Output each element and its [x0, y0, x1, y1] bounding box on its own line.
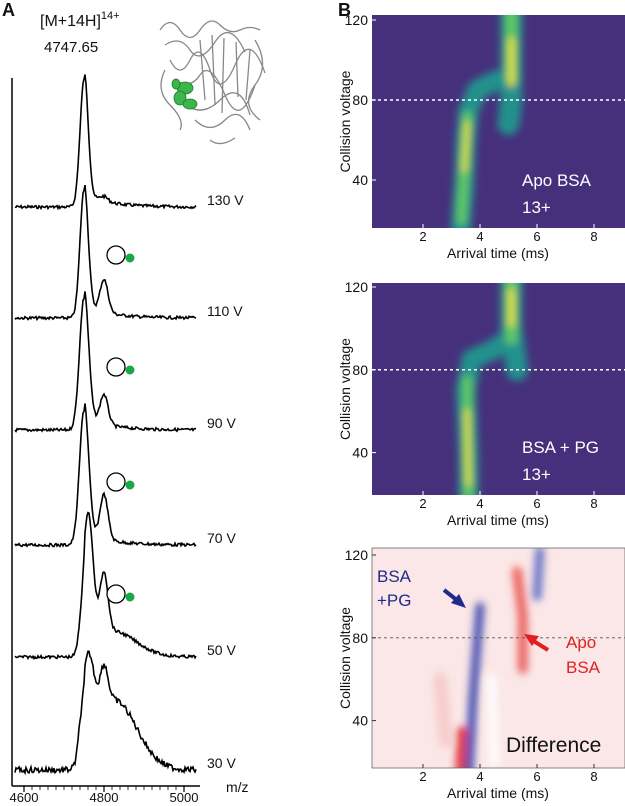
- ligand-icon: [125, 592, 135, 602]
- ligand-icon: [125, 365, 135, 375]
- protein-icon: [106, 472, 126, 492]
- ligand-icon: [125, 253, 135, 263]
- x-axis-label: Arrival time (ms): [447, 512, 549, 528]
- y-tick-label: 120: [345, 12, 369, 28]
- y-axis-label: Collision voltage: [337, 70, 353, 172]
- x-tick-label: 4: [476, 229, 483, 244]
- y-tick-label: 40: [352, 445, 368, 461]
- y-axis-label: Collision voltage: [337, 338, 353, 440]
- spectrum-trace: [14, 403, 197, 548]
- trace-label: 50 V: [207, 642, 236, 658]
- x-tick-label: 4800: [90, 790, 119, 805]
- x-tick-label: 4: [476, 769, 483, 784]
- apo-bsa-label: BSA: [566, 658, 601, 677]
- trace-label: 30 V: [207, 755, 236, 771]
- annotation: 13+: [522, 198, 551, 217]
- x-axis-label: Arrival time (ms): [447, 785, 549, 801]
- heatmap: [433, 548, 545, 768]
- heatmap-features: [433, 548, 545, 768]
- x-tick-label: 2: [419, 769, 426, 784]
- y-tick-label: 80: [352, 92, 368, 108]
- heatmap-feature: [532, 548, 545, 601]
- heatmap-background: [372, 283, 625, 495]
- spectrum-trace: [14, 184, 197, 322]
- heatmap-feature: [512, 566, 528, 674]
- heatmap-feature: [462, 122, 470, 172]
- heatmap: [455, 283, 529, 495]
- panel-label: B: [338, 0, 351, 20]
- x-tick-label: 6: [533, 496, 540, 511]
- heatmap-features: [455, 283, 529, 495]
- y-tick-label: 120: [345, 547, 369, 563]
- annotation: 13+: [522, 465, 551, 484]
- protein-icon: [106, 357, 126, 377]
- x-tick-label: 8: [590, 496, 597, 511]
- heatmap-feature: [486, 674, 500, 767]
- x-tick-label: 2: [419, 229, 426, 244]
- protein-structure: [159, 20, 266, 145]
- y-tick-label: 40: [352, 713, 368, 729]
- x-tick-label: 2: [419, 496, 426, 511]
- ligand: [171, 78, 198, 110]
- plot-frame: [371, 547, 625, 769]
- ion-charge: 14+: [101, 10, 120, 22]
- ion-label: [M+14H]14+: [40, 10, 120, 30]
- trace-label: 90 V: [207, 415, 236, 431]
- x-tick-label: 6: [533, 769, 540, 784]
- trace-label: 110 V: [207, 303, 243, 319]
- heatmap-background: [372, 548, 625, 768]
- y-tick-label: 80: [352, 362, 368, 378]
- x-tick-label: 8: [590, 769, 597, 784]
- bsa-pg-label: +PG: [377, 591, 412, 610]
- bsa-pg-label: BSA: [377, 567, 412, 586]
- panel-label: A: [2, 0, 15, 20]
- heatmap-features: [450, 15, 523, 228]
- spectrum-trace: [14, 74, 197, 211]
- annotation: Difference: [506, 734, 601, 757]
- protein-icon: [106, 245, 126, 265]
- protein-icon: [106, 584, 126, 604]
- arrow-head: [451, 594, 466, 608]
- annotation: Apo BSA: [522, 171, 592, 190]
- x-tick-label: 8: [590, 229, 597, 244]
- y-axis-label: Collision voltage: [337, 607, 353, 709]
- trace-label: 70 V: [207, 530, 236, 546]
- arrow-head: [524, 634, 539, 646]
- spectrum-trace: [14, 291, 197, 433]
- heatmap-feature: [464, 602, 485, 768]
- ion-formula: [M+14H]: [40, 13, 101, 30]
- x-tick-label: 4600: [10, 790, 39, 805]
- x-tick-label: 4: [476, 496, 483, 511]
- heatmap-feature: [433, 672, 453, 749]
- peak-mz: 4747.65: [44, 39, 98, 56]
- x-tick-label: 6: [533, 229, 540, 244]
- annotation: BSA + PG: [522, 438, 599, 457]
- y-tick-label: 40: [352, 172, 368, 188]
- spectrum-trace: [14, 650, 197, 776]
- x-tick-label: 5000: [170, 790, 199, 805]
- y-tick-label: 120: [345, 279, 369, 295]
- heatmap-feature: [455, 725, 467, 768]
- heatmap-feature: [465, 409, 471, 486]
- spectrum-trace: [14, 511, 197, 661]
- ligand-icon: [125, 480, 135, 490]
- trace-label: 130 V: [207, 192, 244, 208]
- apo-bsa-label: Apo: [566, 633, 596, 652]
- x-axis-label: m/z: [226, 779, 249, 795]
- y-tick-label: 80: [352, 630, 368, 646]
- heatmap: [450, 15, 523, 228]
- x-axis-label: Arrival time (ms): [447, 245, 549, 261]
